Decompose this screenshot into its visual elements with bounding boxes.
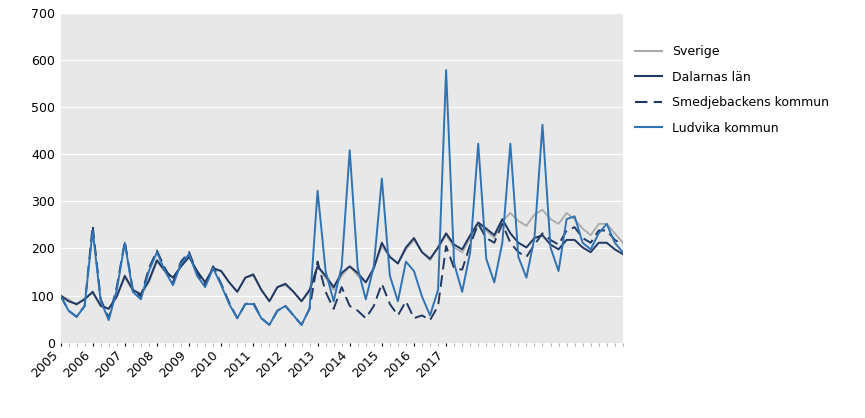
Sverige <box>104 306 114 311</box>
Dalarnas län <box>618 252 628 257</box>
Line: Ludvika kommun: Ludvika kommun <box>61 70 623 325</box>
Smedjebackens kommun <box>578 235 588 240</box>
Smedjebackens kommun <box>336 285 347 290</box>
Smedjebackens kommun <box>72 314 82 319</box>
Ludvika kommun <box>601 222 612 227</box>
Legend: Sverige, Dalarnas län, Smedjebackens kommun, Ludvika kommun: Sverige, Dalarnas län, Smedjebackens kom… <box>635 45 830 135</box>
Line: Smedjebackens kommun: Smedjebackens kommun <box>61 224 623 325</box>
Smedjebackens kommun <box>55 293 66 298</box>
Line: Sverige: Sverige <box>61 210 623 309</box>
Sverige <box>618 240 628 245</box>
Sverige <box>578 226 588 231</box>
Ludvika kommun <box>618 250 628 255</box>
Ludvika kommun <box>136 297 146 302</box>
Dalarnas län <box>336 270 347 275</box>
Sverige <box>336 273 347 278</box>
Smedjebackens kommun <box>473 222 484 227</box>
Line: Dalarnas län: Dalarnas län <box>61 219 623 309</box>
Dalarnas län <box>601 240 612 245</box>
Sverige <box>537 207 548 212</box>
Dalarnas län <box>578 245 588 250</box>
Sverige <box>601 222 612 227</box>
Smedjebackens kommun <box>601 228 612 233</box>
Dalarnas län <box>72 301 82 306</box>
Smedjebackens kommun <box>136 294 146 299</box>
Ludvika kommun <box>336 264 347 269</box>
Sverige <box>55 293 66 298</box>
Dalarnas län <box>144 278 154 283</box>
Smedjebackens kommun <box>264 322 274 327</box>
Dalarnas län <box>55 293 66 298</box>
Ludvika kommun <box>55 293 66 298</box>
Ludvika kommun <box>264 322 274 327</box>
Dalarnas län <box>497 217 508 222</box>
Smedjebackens kommun <box>400 299 411 304</box>
Smedjebackens kommun <box>618 242 628 247</box>
Sverige <box>144 280 154 285</box>
Ludvika kommun <box>441 68 452 73</box>
Dalarnas län <box>400 245 411 250</box>
Dalarnas län <box>104 306 114 311</box>
Ludvika kommun <box>578 240 588 245</box>
Ludvika kommun <box>72 314 82 319</box>
Sverige <box>400 247 411 252</box>
Ludvika kommun <box>400 259 411 264</box>
Sverige <box>72 303 82 308</box>
